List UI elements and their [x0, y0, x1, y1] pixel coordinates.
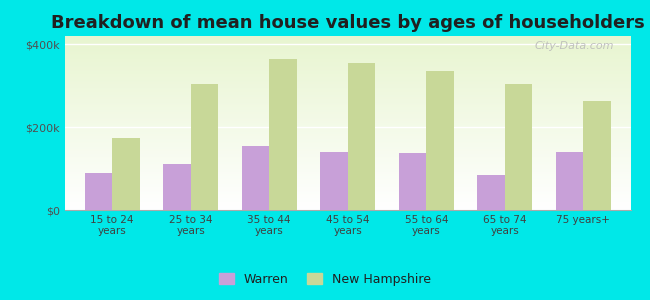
Text: City-Data.com: City-Data.com [534, 41, 614, 51]
Bar [426, 71, 454, 210]
Title: Breakdown of mean house values by ages of householders: Breakdown of mean house values by ages o… [51, 14, 645, 32]
Bar [269, 59, 296, 210]
Legend: Warren, New Hampshire: Warren, New Hampshire [214, 268, 436, 291]
Bar [163, 164, 190, 210]
Bar [505, 84, 532, 210]
Bar [477, 175, 505, 210]
Bar [190, 84, 218, 210]
Bar [320, 152, 348, 210]
Bar [112, 137, 140, 210]
Bar [584, 101, 611, 210]
Bar [84, 173, 112, 210]
Bar [399, 153, 426, 210]
Bar [556, 152, 584, 210]
Bar [348, 63, 375, 210]
Bar [242, 146, 269, 210]
